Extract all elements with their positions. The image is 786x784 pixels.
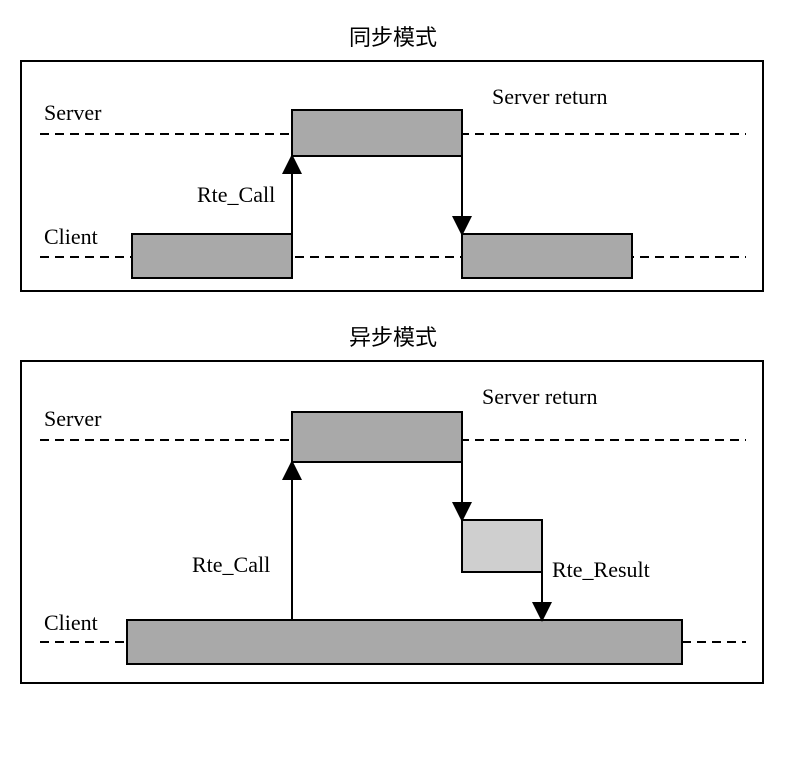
async-panel: Server Client Rte_Call Server return Rte… — [20, 360, 764, 684]
async-server-label: Server — [44, 406, 102, 431]
async-server-return-label: Server return — [482, 384, 597, 409]
diagram-root: 同步模式 Server Client Rte_Call Server r — [20, 20, 766, 684]
sync-client-after-box — [462, 234, 632, 278]
async-svg: Server Client Rte_Call Server return Rte… — [22, 362, 762, 682]
async-rte-call-label: Rte_Call — [192, 552, 270, 577]
async-title: 异步模式 — [20, 320, 766, 352]
async-server-exec-box — [292, 412, 462, 462]
sync-client-before-box — [132, 234, 292, 278]
async-client-label: Client — [44, 610, 98, 635]
sync-title: 同步模式 — [20, 20, 766, 52]
async-result-box — [462, 520, 542, 572]
sync-server-label: Server — [44, 100, 102, 125]
sync-server-return-label: Server return — [492, 84, 607, 109]
async-rte-result-label: Rte_Result — [552, 557, 650, 582]
sync-svg: Server Client Rte_Call Server return — [22, 62, 762, 290]
sync-rte-call-label: Rte_Call — [197, 182, 275, 207]
sync-panel: Server Client Rte_Call Server return — [20, 60, 764, 292]
sync-client-label: Client — [44, 224, 98, 249]
sync-server-exec-box — [292, 110, 462, 156]
async-client-long-box — [127, 620, 682, 664]
